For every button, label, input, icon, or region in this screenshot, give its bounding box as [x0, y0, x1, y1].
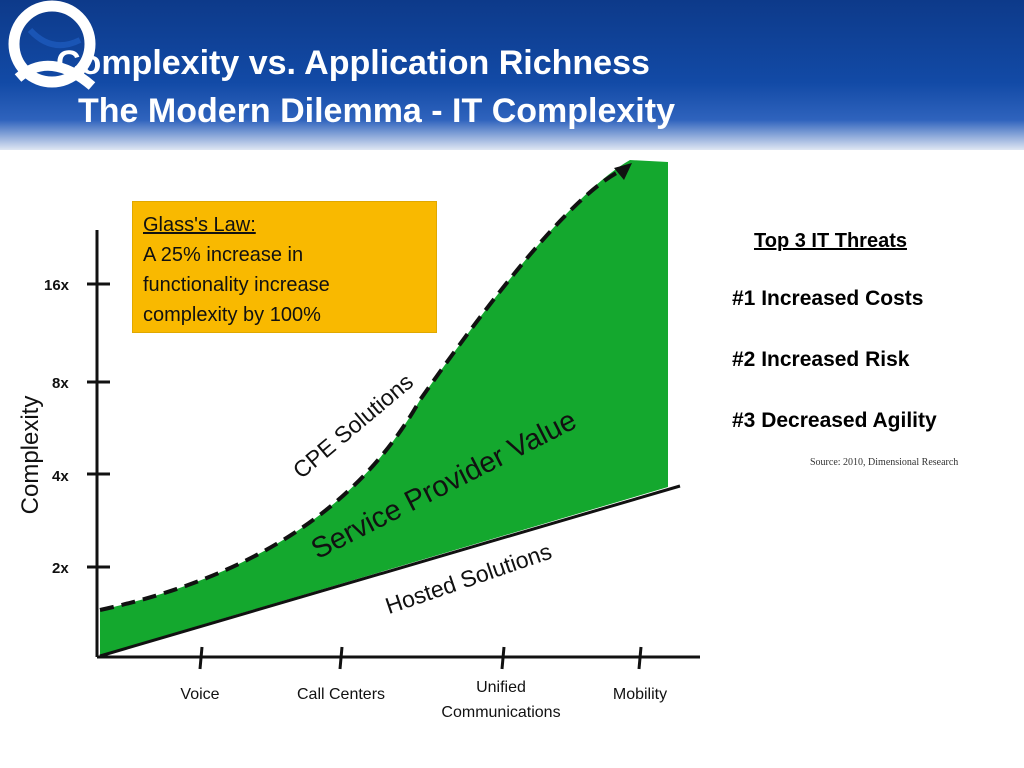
x-tick — [338, 646, 344, 670]
x-category-label: Communications — [441, 704, 560, 721]
glass-law-callout: Glass's Law: A 25% increase in functiona… — [132, 201, 437, 333]
cpe-solutions-curve — [99, 168, 623, 612]
globe-logo-icon — [8, 0, 96, 90]
hosted-solutions-line — [99, 484, 681, 658]
glass-law-line: functionality increase — [143, 274, 330, 296]
x-tick — [198, 646, 204, 670]
y-tick-label: 8x — [52, 375, 69, 392]
x-category-label: Call Centers — [297, 686, 385, 703]
y-tick-label: 2x — [52, 560, 69, 577]
glass-law-line: A 25% increase in — [143, 244, 304, 266]
title-line-2: The Modern Dilemma - IT Complexity — [78, 92, 675, 130]
y-axis-label: Complexity — [17, 396, 44, 515]
threat-item: #1 Increased Costs — [732, 287, 924, 310]
threat-item: #2 Increased Risk — [732, 348, 910, 371]
threat-item: #3 Decreased Agility — [732, 409, 937, 432]
glass-law-title: Glass's Law: — [143, 214, 256, 236]
source-note: Source: 2010, Dimensional Research — [810, 457, 959, 468]
threats-heading: Top 3 IT Threats — [754, 230, 907, 252]
x-category-label: Unified — [476, 679, 526, 696]
y-tick-label: 4x — [52, 468, 69, 485]
slide-header — [0, 0, 1024, 150]
x-category-label: Voice — [180, 686, 219, 703]
y-tick-label: 16x — [44, 277, 70, 294]
glass-law-line: complexity by 100% — [143, 304, 321, 326]
x-tick — [500, 646, 506, 670]
service-provider-value-area — [100, 160, 668, 655]
x-category-label: Mobility — [613, 686, 667, 703]
title-line-1: Complexity vs. Application Richness — [56, 44, 650, 82]
arrow-head-icon — [614, 163, 632, 180]
x-tick — [637, 646, 643, 670]
